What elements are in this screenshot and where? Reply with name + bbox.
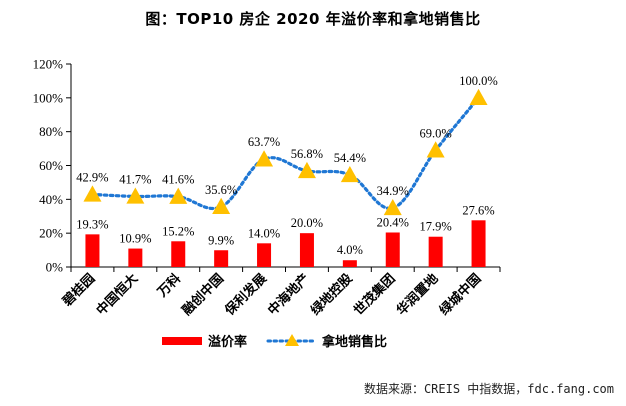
y-tick-label: 100% [33, 90, 64, 105]
y-tick-label: 80% [39, 124, 63, 139]
line-data-label: 100.0% [459, 74, 498, 88]
chart-title: 图：TOP10 房企 2020 年溢价率和拿地销售比 [145, 10, 481, 28]
line-marker [83, 185, 102, 202]
line-data-label: 35.6% [205, 183, 237, 197]
legend-swatch-marker [285, 334, 299, 346]
line-data-label: 42.9% [76, 170, 108, 184]
line-marker [212, 197, 231, 214]
bar-data-label: 4.0% [337, 243, 363, 257]
bar-data-label: 20.0% [291, 216, 323, 230]
x-category-label: 中海地产 [265, 271, 313, 319]
line-data-label: 54.4% [334, 151, 366, 165]
bar [257, 243, 272, 267]
series-line-拿地销售比 [90, 96, 481, 210]
legend-swatch-bar [162, 337, 202, 345]
bar-data-label: 20.4% [377, 215, 409, 229]
x-category-label: 碧桂园 [59, 271, 99, 311]
line-data-label: 34.9% [377, 184, 409, 198]
bar-data-label: 27.6% [462, 203, 494, 217]
legend-label-line: 拿地销售比 [321, 334, 387, 350]
line-marker [469, 88, 488, 106]
line-data-label: 41.6% [162, 173, 194, 187]
x-category-label: 绿城中国 [436, 271, 484, 319]
x-category-label: 世茂集团 [350, 271, 398, 319]
bar [214, 250, 229, 267]
bar [471, 220, 486, 267]
line-data-label: 41.7% [119, 172, 151, 186]
y-tick-label: 120% [33, 57, 64, 72]
line-data-label: 63.7% [248, 135, 280, 149]
bar [85, 234, 100, 267]
bar [128, 248, 143, 267]
source-note: 数据来源：CREIS 中指数据，fdc.fang.com [363, 382, 614, 396]
line-data-label: 69.0% [420, 126, 452, 140]
y-tick-label: 40% [39, 192, 63, 207]
bar-data-label: 10.9% [119, 232, 151, 246]
line-marker [169, 187, 188, 204]
x-category-label: 中国恒大 [93, 271, 141, 319]
bar [428, 236, 443, 267]
y-tick-label: 60% [39, 158, 63, 173]
line-marker [340, 165, 359, 183]
bar [342, 260, 357, 267]
line-marker [255, 150, 274, 167]
bar [299, 233, 314, 267]
y-tick-label: 0% [46, 260, 64, 275]
bar [385, 232, 400, 267]
line-marker [383, 198, 402, 216]
bar-data-label: 17.9% [420, 220, 452, 234]
bar-data-label: 15.2% [162, 224, 194, 238]
x-category-label: 华润置地 [393, 271, 441, 319]
x-category-label: 融创中国 [179, 271, 227, 319]
legend-label-bar: 溢价率 [208, 334, 247, 350]
y-tick-label: 20% [39, 226, 63, 241]
line-marker [126, 187, 145, 204]
x-category-label: 保利发展 [221, 270, 270, 319]
line-marker [426, 141, 445, 158]
bar-data-label: 19.3% [76, 217, 108, 231]
bar [171, 241, 186, 267]
x-category-label: 万科 [154, 271, 184, 301]
bar-data-label: 14.0% [248, 226, 280, 240]
line-marker [297, 161, 316, 179]
x-category-label: 绿地控股 [308, 271, 356, 319]
line-data-label: 56.8% [291, 147, 323, 161]
bar-data-label: 9.9% [208, 233, 234, 247]
